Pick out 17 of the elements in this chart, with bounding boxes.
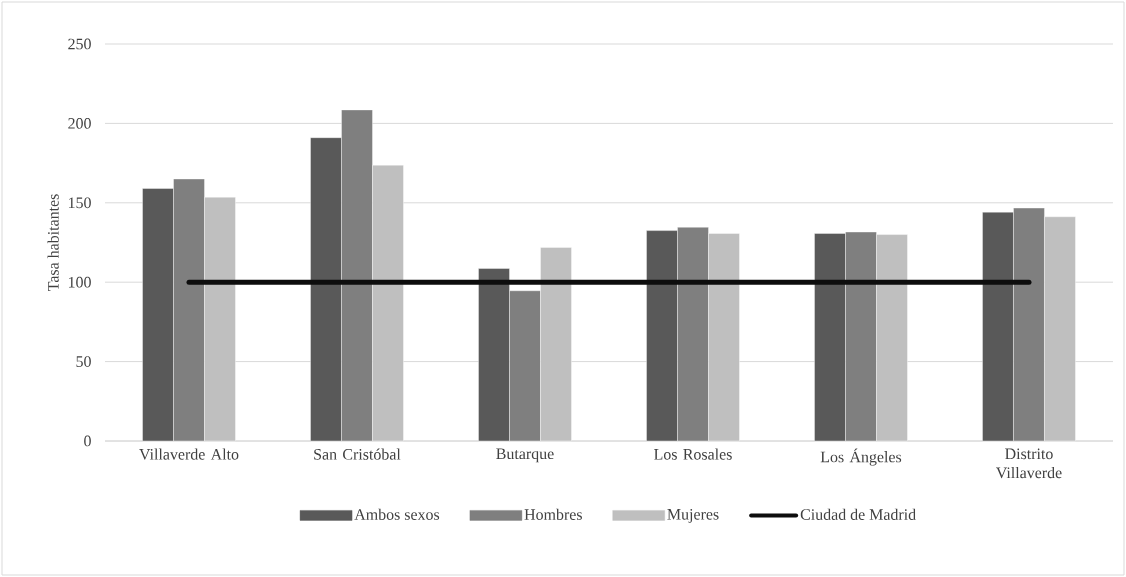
- x-tick-label: Los Rosales: [654, 448, 732, 460]
- y-tick-label: 0: [84, 435, 91, 447]
- x-tick-label: Distrito Villaverde: [996, 448, 1062, 479]
- x-tick-label: San Cristóbal: [314, 448, 401, 460]
- x-tick-label: Los Ángeles: [820, 448, 902, 466]
- y-tick-label: 250: [68, 38, 91, 50]
- legend-label: Ciudad de Madrid: [800, 508, 916, 520]
- y-tick-label: 50: [76, 356, 91, 367]
- x-tick-label: Villaverde Alto: [139, 448, 239, 460]
- y-tick-label: 100: [68, 276, 91, 288]
- y-axis-title: Tasa habitantes: [47, 194, 59, 291]
- x-tick-label: Butarque: [496, 448, 554, 463]
- legend-label: Ambos sexos: [354, 508, 440, 520]
- legend-label: Mujeres: [667, 508, 719, 523]
- y-tick-label: 200: [68, 118, 91, 129]
- y-tick-label: 150: [68, 197, 91, 209]
- legend-label: Hombres: [524, 508, 582, 520]
